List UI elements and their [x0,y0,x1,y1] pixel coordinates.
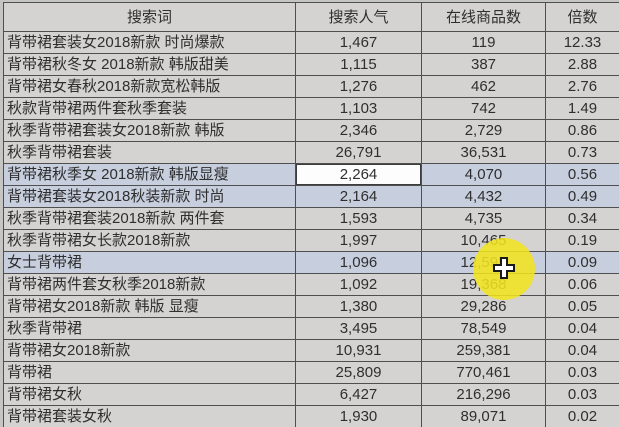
cell-ratio[interactable]: 0.34 [545,207,619,230]
table-row: 背带裙套装女秋 1,930 89,071 0.02 [3,405,619,427]
table-row: 背带裙女2018新款 韩版 显瘦 1,380 29,286 0.05 [3,295,619,318]
table-row: 背带裙套装女2018新款 时尚爆款 1,467 119 12.33 [3,31,619,54]
cell-search-term[interactable]: 秋款背带裙两件套秋季套装 [3,97,296,120]
cell-ratio[interactable]: 0.56 [545,163,619,186]
cell-search-popularity[interactable]: 1,115 [295,53,422,76]
cell-online-products[interactable]: 4,432 [421,185,546,208]
cell-online-products[interactable]: 4,070 [421,163,546,186]
cell-online-products[interactable]: 89,071 [421,405,546,427]
table-row: 背带裙女2018新款 10,931 259,381 0.04 [3,339,619,362]
cell-ratio[interactable]: 0.04 [545,339,619,362]
cell-search-term[interactable]: 女士背带裙 [3,251,296,274]
cell-search-popularity[interactable]: 1,276 [295,75,422,98]
cell-search-term[interactable]: 背带裙 [3,361,296,384]
cell-ratio[interactable]: 2.76 [545,75,619,98]
table-row: 秋季背带裙 3,495 78,549 0.04 [3,317,619,340]
cell-search-popularity[interactable]: 1,467 [295,31,422,54]
column-header-search-popularity[interactable]: 搜索人气 [295,2,422,32]
cell-search-popularity[interactable]: 2,164 [295,185,422,208]
cell-online-products[interactable]: 462 [421,75,546,98]
table-row: 秋季背带裙女长款2018新款 1,997 10,465 0.19 [3,229,619,252]
cell-search-popularity[interactable]: 1,380 [295,295,422,318]
cell-online-products[interactable]: 78,549 [421,317,546,340]
cell-search-popularity[interactable]: 3,495 [295,317,422,340]
column-header-online-products[interactable]: 在线商品数 [421,2,546,32]
cell-search-term[interactable]: 背带裙两件套女秋季2018新款 [3,273,296,296]
cell-search-term[interactable]: 背带裙套装女秋 [3,405,296,427]
table-row: 背带裙女秋 6,427 216,296 0.03 [3,383,619,406]
table-row: 背带裙套装女2018秋装新款 时尚 2,164 4,432 0.49 [3,185,619,208]
table-row: 背带裙女春秋2018新款宽松韩版 1,276 462 2.76 [3,75,619,98]
cell-search-term[interactable]: 秋季背带裙 [3,317,296,340]
table-row: 背带裙秋季女 2018新款 韩版显瘦 2,264 4,070 0.56 [3,163,619,186]
cell-online-products[interactable]: 12,595 [421,251,546,274]
cell-ratio[interactable]: 0.05 [545,295,619,318]
cell-search-term[interactable]: 背带裙女秋 [3,383,296,406]
column-header-ratio[interactable]: 倍数 [545,2,619,32]
table-body: 背带裙套装女2018新款 时尚爆款 1,467 119 12.33 背带裙秋冬女… [3,31,619,427]
cell-ratio[interactable]: 0.04 [545,317,619,340]
cell-online-products[interactable]: 19,368 [421,273,546,296]
header-row: 搜索词 搜索人气 在线商品数 倍数 [3,2,619,32]
cell-search-popularity[interactable]: 25,809 [295,361,422,384]
cell-ratio[interactable]: 0.03 [545,383,619,406]
cell-search-popularity[interactable]: 26,791 [295,141,422,164]
cell-online-products[interactable]: 29,286 [421,295,546,318]
keyword-analysis-table: 搜索词 搜索人气 在线商品数 倍数 背带裙套装女2018新款 时尚爆款 1,46… [3,2,619,427]
cell-search-popularity[interactable]: 10,931 [295,339,422,362]
cell-ratio[interactable]: 0.09 [545,251,619,274]
table-row: 女士背带裙 1,096 12,595 0.09 [3,251,619,274]
table-row: 秋季背带裙套装 26,791 36,531 0.73 [3,141,619,164]
cell-search-popularity[interactable]: 1,997 [295,229,422,252]
table-row: 秋款背带裙两件套秋季套装 1,103 742 1.49 [3,97,619,120]
cell-search-popularity[interactable]: 1,593 [295,207,422,230]
cell-search-popularity[interactable]: 6,427 [295,383,422,406]
cell-ratio[interactable]: 0.49 [545,185,619,208]
cell-search-popularity[interactable]: 1,096 [295,251,422,274]
cell-search-term[interactable]: 秋季背带裙套装 [3,141,296,164]
cell-search-term[interactable]: 秋季背带裙女长款2018新款 [3,229,296,252]
cell-search-term[interactable]: 背带裙秋季女 2018新款 韩版显瘦 [3,163,296,186]
table-row: 秋季背带裙套装女2018新款 韩版 2,346 2,729 0.86 [3,119,619,142]
table-row: 秋季背带裙套装2018新款 两件套 1,593 4,735 0.34 [3,207,619,230]
cell-online-products[interactable]: 387 [421,53,546,76]
cell-search-popularity[interactable]: 1,930 [295,405,422,427]
cell-online-products[interactable]: 770,461 [421,361,546,384]
cell-search-term[interactable]: 背带裙秋冬女 2018新款 韩版甜美 [3,53,296,76]
cell-online-products[interactable]: 10,465 [421,229,546,252]
cell-search-term[interactable]: 背带裙女春秋2018新款宽松韩版 [3,75,296,98]
cell-search-popularity[interactable]: 2,264 [295,163,422,186]
cell-ratio[interactable]: 0.19 [545,229,619,252]
table-row: 背带裙 25,809 770,461 0.03 [3,361,619,384]
cell-ratio[interactable]: 0.86 [545,119,619,142]
cell-search-term[interactable]: 秋季背带裙套装女2018新款 韩版 [3,119,296,142]
cell-search-popularity[interactable]: 1,092 [295,273,422,296]
table-row: 背带裙秋冬女 2018新款 韩版甜美 1,115 387 2.88 [3,53,619,76]
cell-search-term[interactable]: 背带裙套装女2018新款 时尚爆款 [3,31,296,54]
cell-ratio[interactable]: 0.02 [545,405,619,427]
cell-online-products[interactable]: 119 [421,31,546,54]
cell-search-popularity[interactable]: 1,103 [295,97,422,120]
table-header: 搜索词 搜索人气 在线商品数 倍数 [3,2,619,32]
cell-search-term[interactable]: 背带裙女2018新款 [3,339,296,362]
cell-ratio[interactable]: 0.06 [545,273,619,296]
cell-search-term[interactable]: 背带裙套装女2018秋装新款 时尚 [3,185,296,208]
cell-search-term[interactable]: 秋季背带裙套装2018新款 两件套 [3,207,296,230]
cell-online-products[interactable]: 742 [421,97,546,120]
column-header-search-term[interactable]: 搜索词 [3,2,296,32]
cell-ratio[interactable]: 2.88 [545,53,619,76]
cell-online-products[interactable]: 36,531 [421,141,546,164]
cell-search-term[interactable]: 背带裙女2018新款 韩版 显瘦 [3,295,296,318]
cell-search-popularity[interactable]: 2,346 [295,119,422,142]
cell-ratio[interactable]: 1.49 [545,97,619,120]
cell-ratio[interactable]: 12.33 [545,31,619,54]
cell-online-products[interactable]: 259,381 [421,339,546,362]
table-row: 背带裙两件套女秋季2018新款 1,092 19,368 0.06 [3,273,619,296]
cell-online-products[interactable]: 4,735 [421,207,546,230]
cell-ratio[interactable]: 0.73 [545,141,619,164]
cell-online-products[interactable]: 2,729 [421,119,546,142]
cell-ratio[interactable]: 0.03 [545,361,619,384]
cell-online-products[interactable]: 216,296 [421,383,546,406]
